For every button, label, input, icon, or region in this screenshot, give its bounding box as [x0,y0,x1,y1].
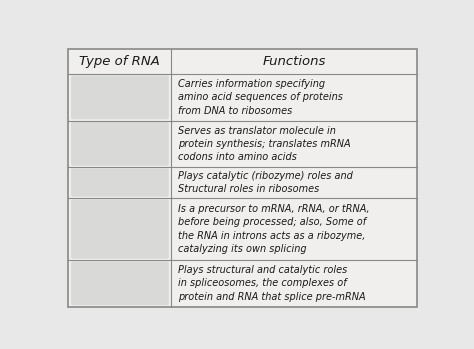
FancyBboxPatch shape [71,199,169,259]
FancyBboxPatch shape [71,75,169,119]
Text: Serves as translator molecule in
protein synthesis; translates mRNA
codons into : Serves as translator molecule in protein… [178,126,351,162]
Text: Functions: Functions [263,55,326,68]
Text: Is a precursor to mRNA, rRNA, or tRNA,
before being processed; also, Some of
the: Is a precursor to mRNA, rRNA, or tRNA, b… [178,204,370,254]
FancyBboxPatch shape [71,122,169,166]
FancyBboxPatch shape [71,169,169,197]
Text: Type of RNA: Type of RNA [80,55,160,68]
Text: Plays structural and catalytic roles
in spliceosomes, the complexes of
protein a: Plays structural and catalytic roles in … [178,265,365,302]
Text: Carries information specifying
amino acid sequences of proteins
from DNA to ribo: Carries information specifying amino aci… [178,79,343,116]
Text: Plays catalytic (ribozyme) roles and
Structural roles in ribosomes: Plays catalytic (ribozyme) roles and Str… [178,171,353,194]
FancyBboxPatch shape [71,261,169,305]
